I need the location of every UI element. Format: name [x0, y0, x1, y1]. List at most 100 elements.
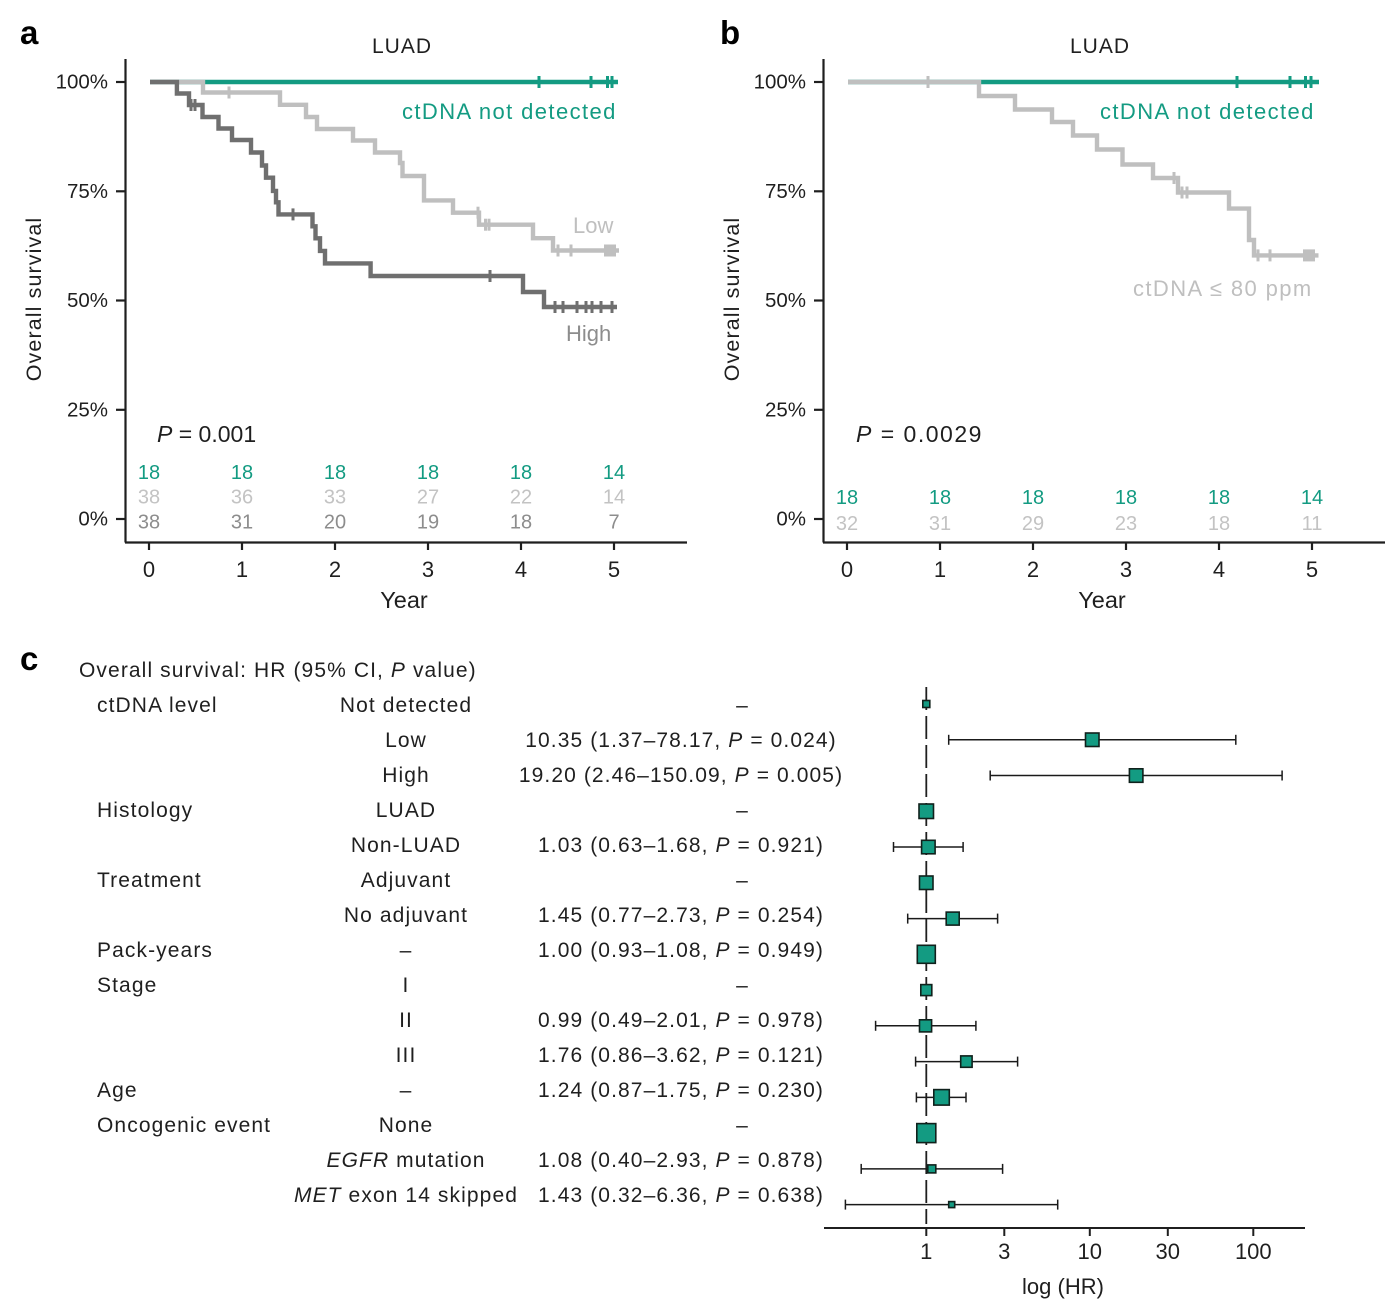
- svg-text:20: 20: [324, 512, 346, 534]
- svg-text:50%: 50%: [765, 289, 806, 312]
- svg-text:31: 31: [929, 513, 951, 535]
- svg-text:ctDNA level: ctDNA level: [97, 694, 218, 717]
- svg-text:ctDNA not detected: ctDNA not detected: [1100, 99, 1315, 124]
- svg-text:14: 14: [1301, 487, 1323, 509]
- svg-text:Low: Low: [573, 213, 613, 238]
- svg-text:10.35 (1.37–78.17, P = 0.024): 10.35 (1.37–78.17, P = 0.024): [525, 729, 837, 752]
- svg-text:36: 36: [231, 487, 253, 509]
- svg-text:33: 33: [324, 487, 346, 509]
- svg-text:III: III: [396, 1044, 417, 1067]
- svg-text:P = 0.001: P = 0.001: [157, 421, 256, 447]
- svg-text:5: 5: [1306, 557, 1318, 582]
- svg-text:25%: 25%: [67, 398, 108, 421]
- svg-text:Not detected: Not detected: [340, 694, 472, 717]
- svg-text:32: 32: [836, 513, 858, 535]
- svg-text:Age: Age: [97, 1079, 138, 1102]
- svg-text:18: 18: [231, 462, 253, 484]
- svg-text:19: 19: [417, 512, 439, 534]
- svg-text:18: 18: [836, 487, 858, 509]
- svg-text:EGFR mutation: EGFR mutation: [326, 1149, 485, 1172]
- svg-text:18: 18: [138, 462, 160, 484]
- svg-text:18: 18: [1208, 487, 1230, 509]
- svg-text:High: High: [566, 321, 611, 346]
- svg-text:18: 18: [929, 487, 951, 509]
- svg-text:LUAD: LUAD: [372, 35, 432, 58]
- svg-text:MET exon 14 skipped: MET exon 14 skipped: [294, 1184, 518, 1207]
- svg-text:22: 22: [510, 487, 532, 509]
- svg-text:0: 0: [143, 557, 155, 582]
- svg-text:–: –: [736, 799, 749, 822]
- svg-text:None: None: [379, 1114, 434, 1137]
- svg-text:18: 18: [1208, 513, 1230, 535]
- svg-text:–: –: [400, 939, 413, 962]
- svg-text:19.20 (2.46–150.09, P = 0.005): 19.20 (2.46–150.09, P = 0.005): [519, 764, 843, 787]
- svg-text:1.08 (0.40–2.93, P = 0.878): 1.08 (0.40–2.93, P = 0.878): [538, 1149, 824, 1172]
- svg-text:75%: 75%: [67, 180, 108, 203]
- svg-text:18: 18: [324, 462, 346, 484]
- svg-text:Year: Year: [1078, 587, 1126, 613]
- svg-text:ctDNA ≤ 80 ppm: ctDNA ≤ 80 ppm: [1133, 276, 1313, 301]
- svg-text:27: 27: [417, 487, 439, 509]
- svg-text:log (HR): log (HR): [1022, 1274, 1104, 1299]
- svg-text:I: I: [403, 974, 410, 997]
- svg-text:18: 18: [510, 462, 532, 484]
- svg-text:b: b: [720, 14, 740, 51]
- svg-text:3: 3: [422, 557, 434, 582]
- svg-text:ctDNA not detected: ctDNA not detected: [402, 99, 617, 124]
- svg-text:P = 0.0029: P = 0.0029: [856, 421, 983, 447]
- svg-text:–: –: [736, 694, 749, 717]
- svg-text:No adjuvant: No adjuvant: [344, 904, 468, 927]
- svg-text:2: 2: [329, 557, 341, 582]
- svg-text:4: 4: [1213, 557, 1225, 582]
- svg-text:Pack-years: Pack-years: [97, 939, 213, 962]
- svg-text:1.76 (0.86–3.62, P = 0.121): 1.76 (0.86–3.62, P = 0.121): [538, 1044, 824, 1067]
- svg-text:18: 18: [510, 512, 532, 534]
- svg-text:4: 4: [515, 557, 527, 582]
- svg-text:7: 7: [608, 512, 619, 534]
- svg-text:100: 100: [1235, 1239, 1272, 1264]
- svg-text:10: 10: [1078, 1239, 1102, 1264]
- svg-text:14: 14: [603, 487, 625, 509]
- svg-text:75%: 75%: [765, 180, 806, 203]
- svg-text:0%: 0%: [78, 508, 108, 531]
- svg-text:3: 3: [998, 1239, 1010, 1264]
- svg-text:–: –: [400, 1079, 413, 1102]
- svg-text:c: c: [20, 640, 38, 677]
- svg-text:50%: 50%: [67, 289, 108, 312]
- svg-text:High: High: [382, 764, 430, 787]
- svg-text:18: 18: [1115, 487, 1137, 509]
- svg-text:25%: 25%: [765, 398, 806, 421]
- svg-text:Histology: Histology: [97, 799, 193, 822]
- svg-text:LUAD: LUAD: [1070, 35, 1130, 58]
- svg-text:Overall survival: HR (95% CI,: Overall survival: HR (95% CI, P value): [79, 659, 477, 682]
- svg-text:LUAD: LUAD: [376, 799, 436, 822]
- svg-text:1: 1: [934, 557, 946, 582]
- svg-text:Overall survival: Overall survival: [22, 217, 46, 382]
- svg-text:3: 3: [1120, 557, 1132, 582]
- svg-text:11: 11: [1302, 513, 1323, 535]
- svg-text:1.00 (0.93–1.08, P = 0.949): 1.00 (0.93–1.08, P = 0.949): [538, 939, 824, 962]
- svg-text:Non-LUAD: Non-LUAD: [351, 834, 461, 857]
- svg-text:30: 30: [1156, 1239, 1180, 1264]
- svg-text:29: 29: [1022, 513, 1044, 535]
- svg-text:1: 1: [920, 1239, 932, 1264]
- svg-text:0: 0: [841, 557, 853, 582]
- svg-text:0%: 0%: [776, 508, 806, 531]
- svg-text:18: 18: [417, 462, 439, 484]
- svg-text:18: 18: [1022, 487, 1044, 509]
- svg-text:1.43 (0.32–6.36, P = 0.638): 1.43 (0.32–6.36, P = 0.638): [538, 1184, 824, 1207]
- svg-text:14: 14: [603, 462, 625, 484]
- svg-text:38: 38: [138, 512, 160, 534]
- svg-text:Stage: Stage: [97, 974, 157, 997]
- svg-text:Treatment: Treatment: [97, 869, 202, 892]
- svg-text:2: 2: [1027, 557, 1039, 582]
- svg-text:Overall survival: Overall survival: [720, 217, 744, 382]
- svg-text:23: 23: [1115, 513, 1137, 535]
- svg-text:5: 5: [608, 557, 620, 582]
- svg-text:100%: 100%: [56, 71, 108, 94]
- svg-text:–: –: [736, 974, 749, 997]
- svg-text:38: 38: [138, 487, 160, 509]
- svg-text:1.03 (0.63–1.68, P = 0.921): 1.03 (0.63–1.68, P = 0.921): [538, 834, 824, 857]
- svg-text:1.24 (0.87–1.75, P = 0.230): 1.24 (0.87–1.75, P = 0.230): [538, 1079, 824, 1102]
- svg-text:–: –: [736, 1114, 749, 1137]
